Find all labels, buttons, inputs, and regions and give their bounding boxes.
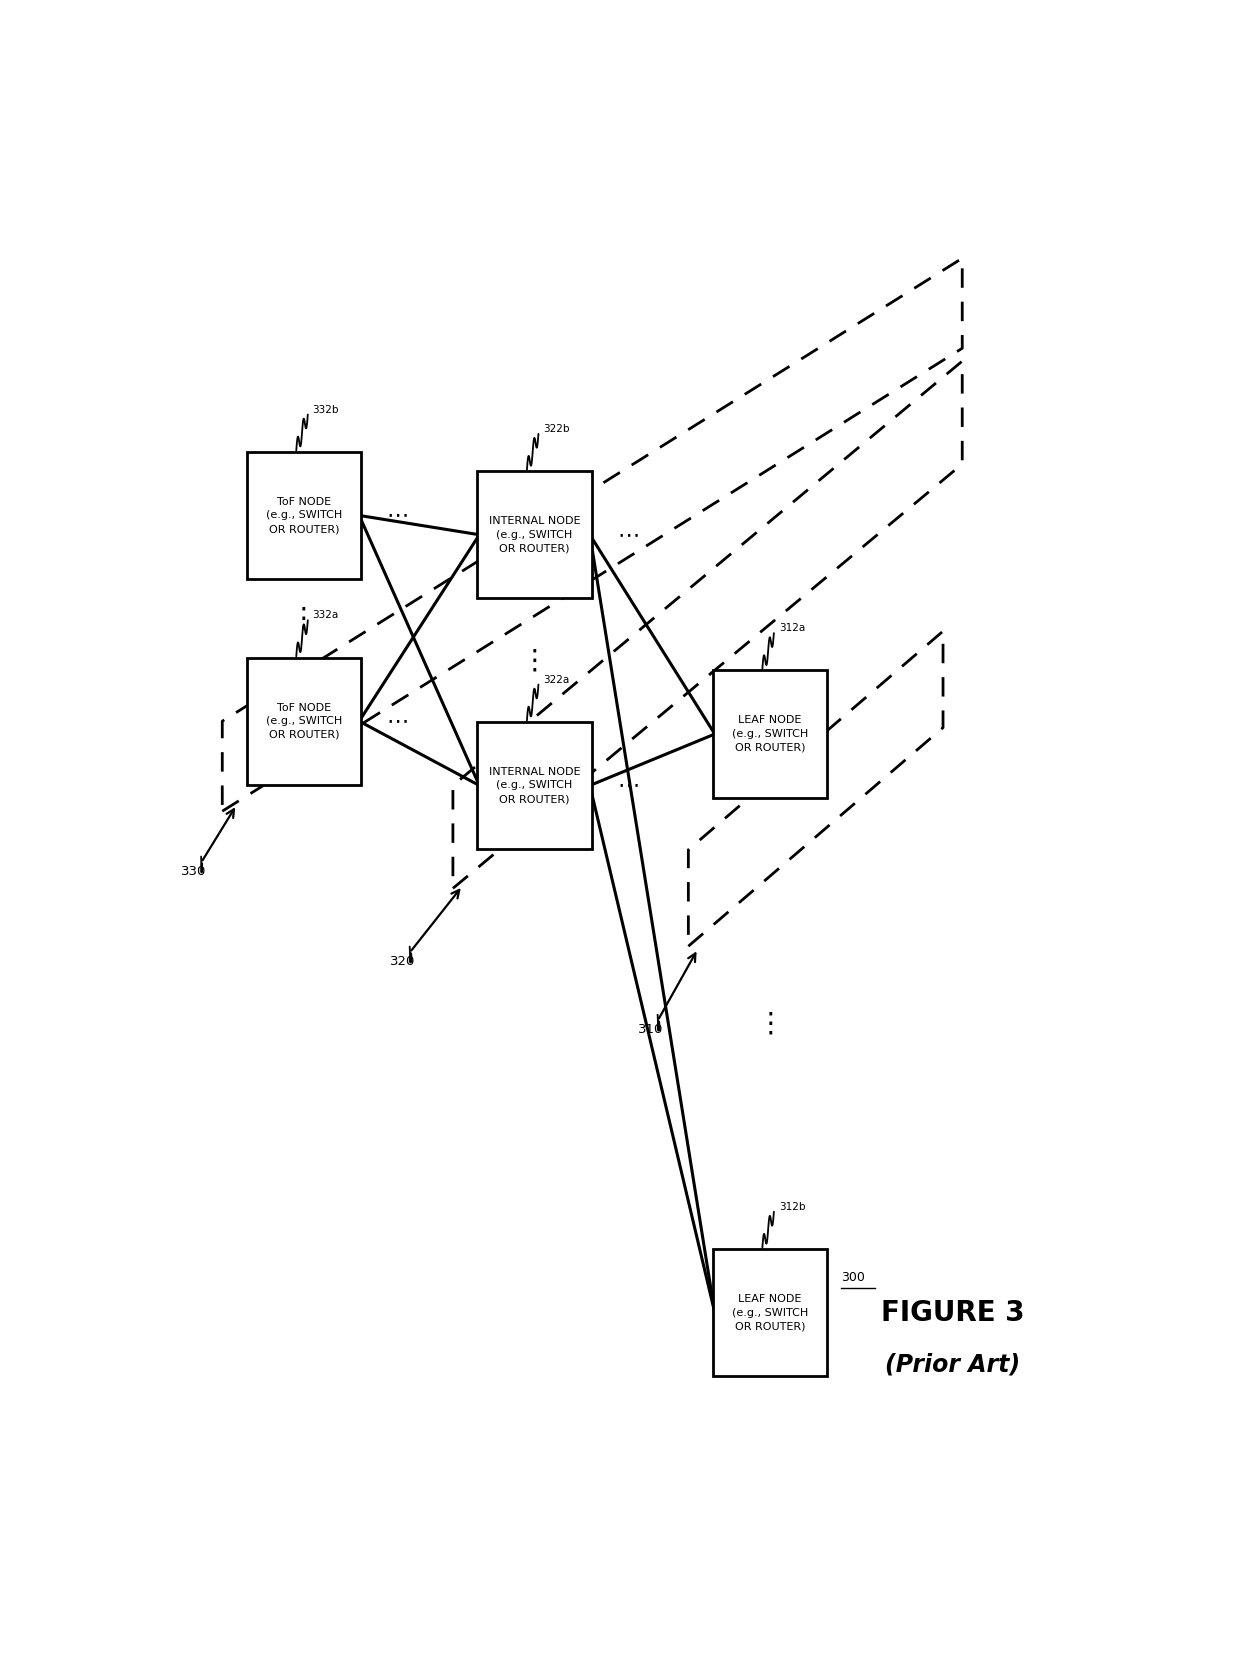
Text: 300: 300: [841, 1271, 866, 1284]
Text: 332a: 332a: [312, 610, 339, 620]
Text: LEAF NODE
(e.g., SWITCH
OR ROUTER): LEAF NODE (e.g., SWITCH OR ROUTER): [732, 1294, 808, 1331]
Text: ⋯: ⋯: [387, 506, 409, 526]
Text: (Prior Art): (Prior Art): [885, 1353, 1021, 1376]
Text: ⋯: ⋯: [387, 711, 409, 731]
FancyBboxPatch shape: [247, 453, 361, 579]
Text: ⋮: ⋮: [756, 1009, 784, 1037]
FancyBboxPatch shape: [477, 471, 591, 598]
Text: 312a: 312a: [779, 623, 805, 633]
Text: 332b: 332b: [312, 404, 339, 414]
Text: LEAF NODE
(e.g., SWITCH
OR ROUTER): LEAF NODE (e.g., SWITCH OR ROUTER): [732, 715, 808, 753]
Text: ⋮: ⋮: [290, 605, 317, 633]
Text: ⋯: ⋯: [618, 524, 640, 544]
Text: ToF NODE
(e.g., SWITCH
OR ROUTER): ToF NODE (e.g., SWITCH OR ROUTER): [265, 703, 342, 740]
Text: 330: 330: [181, 865, 206, 878]
Text: 320: 320: [391, 955, 415, 969]
Text: INTERNAL NODE
(e.g., SWITCH
OR ROUTER): INTERNAL NODE (e.g., SWITCH OR ROUTER): [489, 516, 580, 553]
Text: ToF NODE
(e.g., SWITCH
OR ROUTER): ToF NODE (e.g., SWITCH OR ROUTER): [265, 498, 342, 534]
Text: 312b: 312b: [779, 1202, 805, 1212]
Text: ⋯: ⋯: [618, 775, 640, 795]
Text: 322b: 322b: [543, 424, 569, 434]
FancyBboxPatch shape: [247, 658, 361, 785]
Text: FIGURE 3: FIGURE 3: [880, 1299, 1024, 1326]
Text: 322a: 322a: [543, 675, 569, 685]
FancyBboxPatch shape: [477, 721, 591, 848]
Text: ⋮: ⋮: [521, 646, 548, 675]
Text: INTERNAL NODE
(e.g., SWITCH
OR ROUTER): INTERNAL NODE (e.g., SWITCH OR ROUTER): [489, 767, 580, 803]
Text: 310: 310: [639, 1024, 663, 1037]
FancyBboxPatch shape: [713, 1249, 827, 1376]
FancyBboxPatch shape: [713, 670, 827, 798]
